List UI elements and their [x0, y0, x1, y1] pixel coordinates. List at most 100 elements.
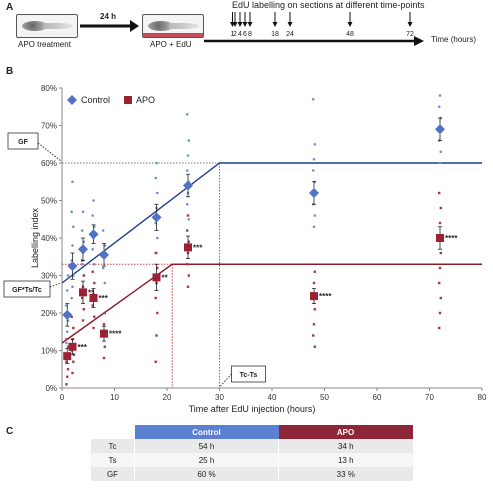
control-data-point	[438, 94, 442, 97]
table-header-control: Control	[134, 425, 279, 439]
control-data-point	[313, 214, 317, 217]
timeline-tick-arrowhead	[237, 22, 243, 27]
apo-data-point	[154, 360, 157, 363]
significance-label: *	[72, 352, 76, 361]
apo-data-point	[438, 311, 442, 315]
apo-mean-marker	[152, 273, 161, 282]
gfts-callout-pointer	[49, 282, 62, 288]
control-data-point	[65, 330, 69, 334]
apo-data-point	[93, 315, 96, 318]
apo-data-point	[65, 338, 68, 341]
apo-fit-line	[61, 263, 482, 344]
significance-label: ****	[445, 234, 458, 243]
x-axis-title: Time after EdU injection (hours)	[189, 404, 316, 414]
apo-data-point	[93, 281, 96, 285]
apo-data-point	[81, 319, 85, 322]
control-mean-marker	[309, 188, 319, 198]
cell-cycle-table: Control APO Tc 54 h 34 h Ts 25 h 13 h GF…	[90, 425, 413, 481]
y-axis-title: Labelling index	[30, 207, 40, 268]
apo-data-point	[312, 323, 316, 326]
control-data-point	[437, 105, 441, 109]
apo-data-point	[66, 375, 69, 378]
table-row: GF 60 % 33 %	[90, 467, 413, 481]
timeline-tick-label: 24	[286, 31, 294, 38]
apo-data-point	[438, 326, 441, 330]
y-tick-label: 70%	[41, 122, 57, 131]
apo-data-point	[66, 368, 70, 371]
control-data-point	[438, 161, 442, 165]
table-row: Tc 54 h 34 h	[90, 439, 413, 453]
timeline-tick-arrowhead	[242, 22, 248, 27]
control-data-point	[156, 191, 159, 195]
apo-data-point	[91, 304, 94, 307]
control-data-point	[72, 225, 75, 229]
panel-a-letter: A	[6, 2, 14, 13]
apo-data-point	[186, 214, 190, 217]
panel-c-letter: C	[6, 426, 14, 437]
timeline-tick-arrowhead	[232, 22, 238, 27]
control-data-point	[311, 169, 315, 172]
control-mean-marker	[99, 249, 109, 260]
apo-mean-marker	[89, 294, 98, 302]
significance-label: **	[162, 273, 169, 282]
timeline-tick-label: 2	[233, 31, 237, 38]
y-tick-label: 30%	[41, 272, 57, 281]
apo-data-point	[66, 345, 70, 348]
y-tick-label: 20%	[41, 309, 57, 318]
control-mean-marker	[435, 124, 445, 135]
control-data-point	[185, 169, 189, 172]
legend-apo-label: APO	[136, 95, 155, 105]
control-data-point	[65, 341, 68, 345]
gf-callout-pointer	[37, 142, 62, 162]
significance-label: ****	[109, 330, 122, 339]
control-data-point	[311, 97, 315, 101]
control-data-point	[91, 247, 94, 251]
apo-data-point	[186, 285, 190, 288]
timeline-tick-arrowhead	[272, 22, 278, 27]
control-fit-line	[61, 162, 482, 284]
control-data-point	[101, 266, 105, 270]
apo-data-point	[103, 311, 106, 315]
apo-data-point	[82, 274, 85, 277]
apo-data-point	[70, 315, 73, 318]
arrow-label: 24 h	[100, 12, 117, 21]
apo-data-point	[156, 311, 159, 315]
x-tick-label: 20	[163, 393, 172, 402]
y-tick-label: 10%	[41, 347, 57, 356]
control-data-point	[185, 202, 189, 206]
legend-control-label: Control	[81, 95, 110, 105]
apo-data-point	[156, 266, 159, 270]
table-cell: 13 h	[278, 453, 413, 467]
gfts-callout-label: GF*Ts/Tc	[12, 287, 42, 294]
control-data-point	[66, 274, 70, 277]
timeline-tick-label: 18	[271, 31, 279, 38]
apo-data-point	[102, 356, 106, 360]
timeline-arrow-icon	[414, 36, 424, 46]
step2-label: APO + EdU	[150, 40, 192, 49]
x-tick-label: 10	[110, 393, 119, 402]
table-cell: 34 h	[278, 439, 413, 453]
timeline-tick-label: 48	[346, 31, 354, 38]
apo-data-point	[438, 281, 441, 285]
x-tick-label: 60	[373, 393, 382, 402]
apo-data-point	[65, 360, 68, 363]
timeline-tick-label: 6	[243, 31, 247, 38]
control-data-point	[313, 142, 317, 146]
x-tick-label: 50	[320, 393, 329, 402]
apo-data-point	[313, 308, 316, 311]
tcts-callout-label: Tc-Ts	[240, 372, 258, 379]
apo-data-point	[187, 240, 190, 243]
control-data-point	[80, 229, 84, 232]
timeline-tick-label: 8	[248, 31, 252, 38]
control-data-point	[71, 244, 74, 247]
control-data-point	[154, 176, 157, 180]
control-data-point	[103, 281, 107, 285]
timeline-tick-arrowhead	[287, 22, 293, 27]
control-mean-marker	[67, 261, 78, 272]
control-data-point	[71, 180, 74, 184]
step-arrow-icon	[80, 20, 139, 32]
table-header-apo: APO	[278, 425, 413, 439]
table-cell: 25 h	[134, 453, 279, 467]
apo-mean-marker	[79, 288, 87, 297]
panel-b-letter: B	[6, 66, 14, 77]
